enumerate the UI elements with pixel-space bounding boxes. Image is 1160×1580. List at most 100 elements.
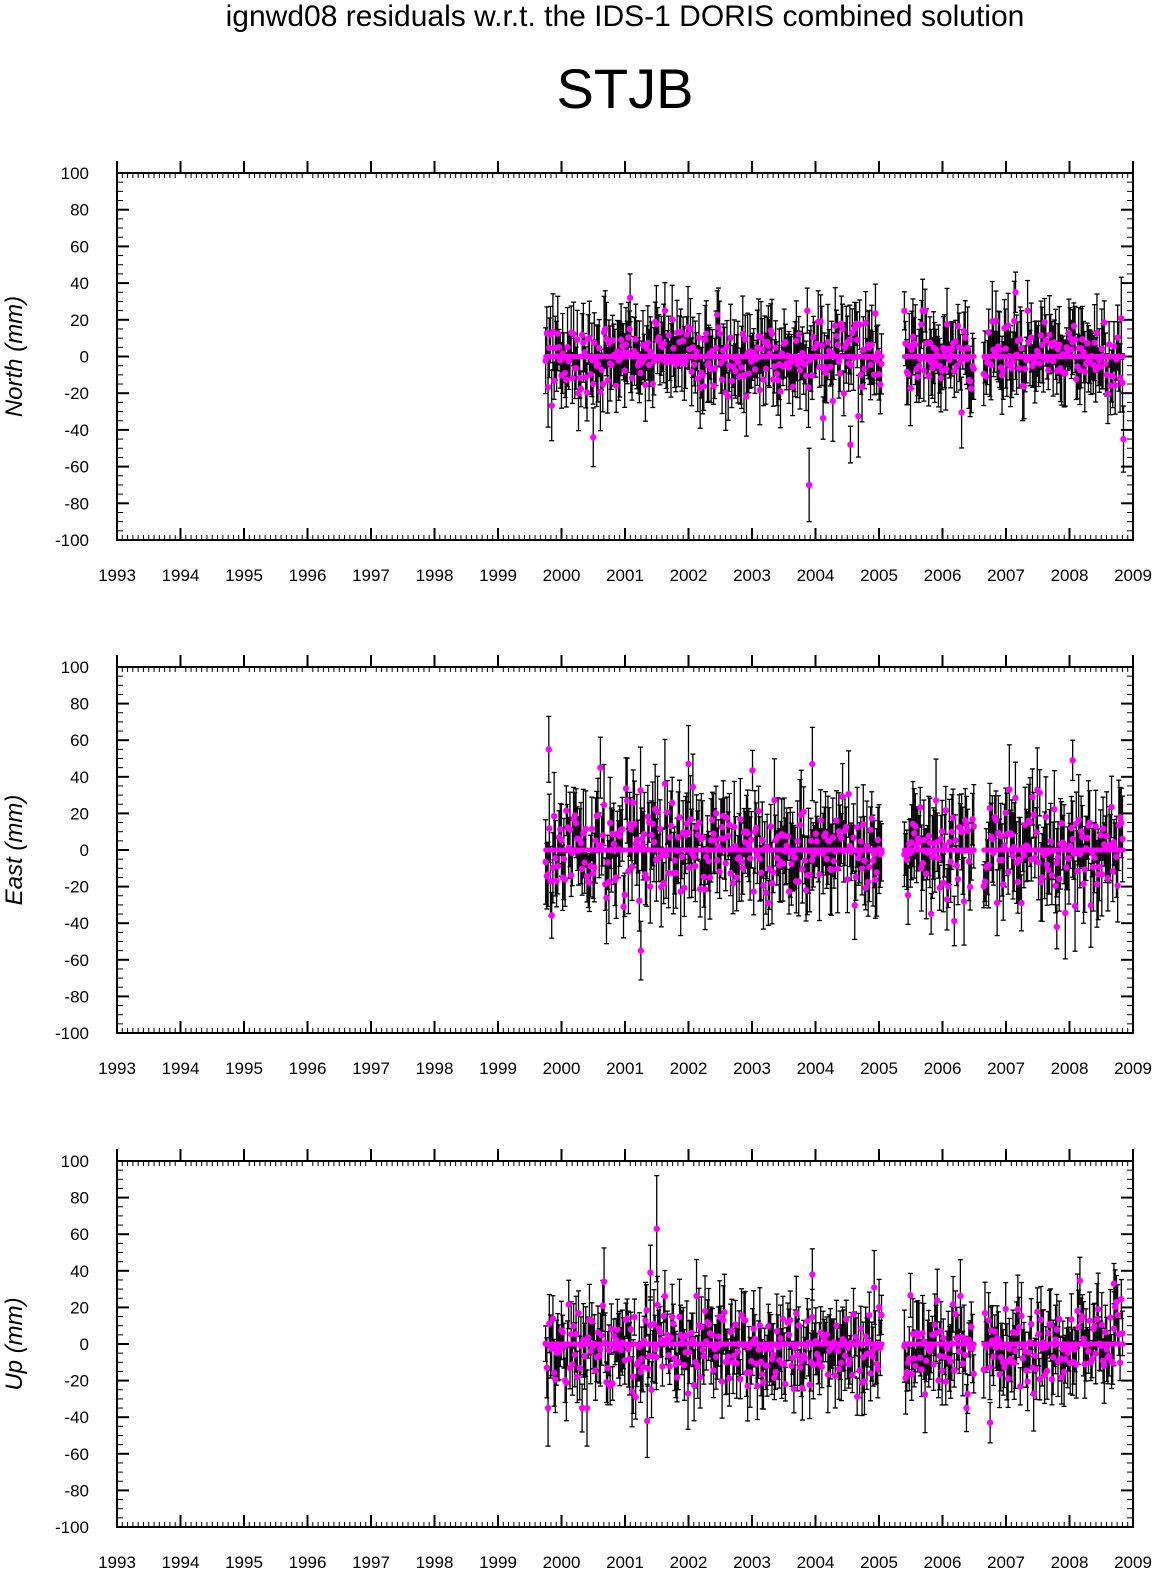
data-point: [910, 334, 916, 340]
data-point: [865, 879, 871, 885]
y-tick-label: -20: [64, 878, 89, 897]
data-point: [692, 863, 698, 869]
data-point: [1046, 332, 1052, 338]
data-point: [1093, 823, 1099, 829]
y-tick-label: -80: [64, 987, 89, 1006]
data-point: [1027, 355, 1033, 361]
station-title: STJB: [557, 57, 694, 120]
data-point: [964, 827, 970, 833]
data-point: [769, 331, 775, 337]
data-point: [634, 352, 640, 358]
data-point: [958, 409, 964, 415]
data-point: [1010, 358, 1016, 364]
data-point: [938, 375, 944, 381]
data-point: [839, 326, 845, 332]
data-point: [561, 856, 567, 862]
data-point: [983, 373, 989, 379]
data-point: [971, 823, 977, 829]
data-point: [860, 347, 866, 353]
data-point: [1110, 373, 1116, 379]
data-point: [552, 855, 558, 861]
data-point: [878, 361, 884, 367]
data-point: [721, 355, 727, 361]
data-point: [744, 830, 750, 836]
data-point: [845, 791, 851, 797]
data-point: [878, 849, 884, 855]
data-point: [654, 809, 660, 815]
data-point: [1103, 833, 1109, 839]
data-point: [749, 767, 755, 773]
data-point: [1009, 365, 1015, 371]
data-point: [1082, 368, 1088, 374]
data-point: [786, 364, 792, 370]
data-point: [825, 339, 831, 345]
data-point: [1021, 852, 1027, 858]
data-point: [723, 860, 729, 866]
data-point: [770, 869, 776, 875]
data-point: [702, 336, 708, 342]
data-point: [663, 852, 669, 858]
x-tick-label: 2000: [543, 1553, 581, 1572]
data-point: [816, 871, 822, 877]
data-point: [949, 346, 955, 352]
data-point: [943, 366, 949, 372]
data-point: [871, 851, 877, 857]
data-point: [839, 794, 845, 800]
x-tick-label: 2003: [733, 566, 771, 585]
data-point: [954, 862, 960, 868]
data-point: [1112, 845, 1118, 851]
data-point: [564, 344, 570, 350]
data-point: [1111, 839, 1117, 845]
data-point: [917, 356, 923, 362]
data-point: [967, 884, 973, 890]
data-point: [990, 850, 996, 856]
data-point: [629, 864, 635, 870]
data-point: [669, 800, 675, 806]
data-point: [944, 896, 950, 902]
data-point: [758, 870, 764, 876]
y-tick-label: 20: [70, 311, 89, 330]
data-point: [640, 842, 646, 848]
data-point: [833, 333, 839, 339]
data-point: [703, 330, 709, 336]
data-point: [817, 817, 823, 823]
data-point: [685, 761, 691, 767]
data-point: [944, 321, 950, 327]
data-point: [876, 371, 882, 377]
data-point: [806, 482, 812, 488]
data-point: [943, 807, 949, 813]
data-point: [841, 848, 847, 854]
data-point: [1049, 872, 1055, 878]
data-point: [603, 895, 609, 901]
data-point: [696, 819, 702, 825]
data-point: [814, 838, 820, 844]
data-point: [1080, 881, 1086, 887]
data-point: [1074, 868, 1080, 874]
data-point: [1100, 353, 1106, 359]
data-point: [620, 904, 626, 910]
data-point: [849, 846, 855, 852]
data-point: [1099, 346, 1105, 352]
data-point: [924, 849, 930, 855]
data-point: [838, 835, 844, 841]
x-tick-label: 1995: [225, 1059, 263, 1078]
data-point: [1001, 842, 1007, 848]
data-point: [547, 878, 553, 884]
data-point: [558, 837, 564, 843]
y-tick-label: 60: [70, 731, 89, 750]
data-point: [1111, 343, 1117, 349]
x-tick-label: 2004: [797, 1553, 835, 1572]
data-point: [843, 824, 849, 830]
data-point: [982, 878, 988, 884]
data-point: [551, 378, 557, 384]
data-point: [656, 334, 662, 340]
y-tick-label: 60: [70, 237, 89, 256]
x-tick-label: 1995: [225, 1553, 263, 1572]
data-point: [572, 812, 578, 818]
data-point: [1077, 851, 1083, 857]
data-point: [993, 318, 999, 324]
data-point: [794, 838, 800, 844]
x-tick-label: 2003: [733, 1553, 771, 1572]
